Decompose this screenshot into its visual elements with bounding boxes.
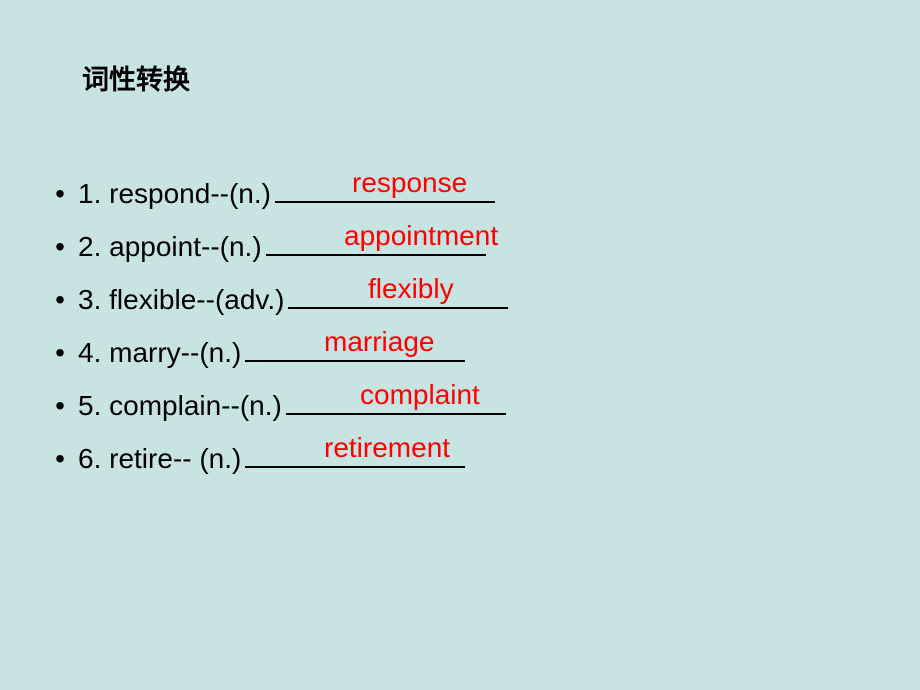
list-item: • 6. retire-- (n.) retirement — [42, 440, 508, 475]
prompt-text: 3. flexible--(adv.) — [78, 284, 284, 316]
answer-text: appointment — [344, 220, 498, 252]
prompt-text: 1. respond--(n.) — [78, 178, 271, 210]
bullet-icon: • — [42, 231, 78, 263]
answer-text: marriage — [324, 326, 434, 358]
prompt-text: 2. appoint--(n.) — [78, 231, 262, 263]
vocabulary-list: • 1. respond--(n.) response • 2. appoint… — [42, 175, 508, 493]
answer-text: complaint — [360, 379, 480, 411]
slide-title: 词性转换 — [82, 58, 190, 97]
list-item: • 2. appoint--(n.) appointment — [42, 228, 508, 263]
prompt-text: 5. complain--(n.) — [78, 390, 282, 422]
prompt-text: 6. retire-- (n.) — [78, 443, 241, 475]
list-item: • 1. respond--(n.) response — [42, 175, 508, 210]
bullet-icon: • — [42, 337, 78, 369]
answer-text: retirement — [324, 432, 450, 464]
list-item: • 4. marry--(n.) marriage — [42, 334, 508, 369]
answer-text: flexibly — [368, 273, 454, 305]
bullet-icon: • — [42, 390, 78, 422]
answer-text: response — [352, 167, 467, 199]
bullet-icon: • — [42, 284, 78, 316]
prompt-text: 4. marry--(n.) — [78, 337, 241, 369]
bullet-icon: • — [42, 178, 78, 210]
list-item: • 5. complain--(n.) complaint — [42, 387, 508, 422]
bullet-icon: • — [42, 443, 78, 475]
list-item: • 3. flexible--(adv.) flexibly — [42, 281, 508, 316]
